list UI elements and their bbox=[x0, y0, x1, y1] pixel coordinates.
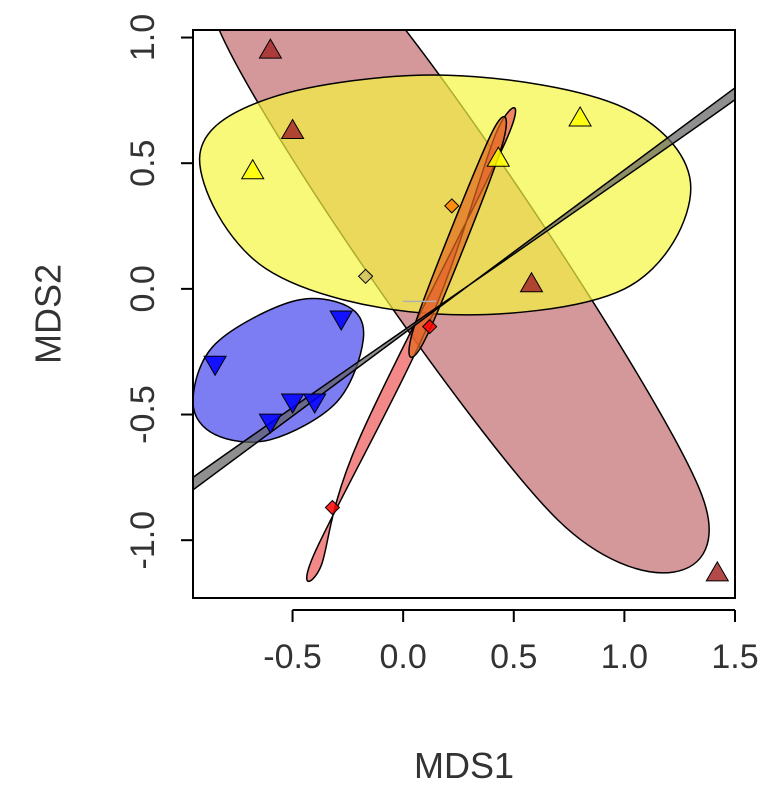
data-point-diamond-5-1 bbox=[357, 268, 374, 285]
y-tick-label: 0.5 bbox=[124, 140, 162, 187]
plot-area bbox=[193, 30, 735, 583]
data-point-triangle-up-2-3 bbox=[568, 106, 592, 127]
y-tick-label: -1.0 bbox=[124, 511, 162, 570]
ellipse-2 bbox=[198, 74, 692, 316]
data-point-diamond-3-2 bbox=[421, 318, 438, 335]
data-point-triangle-down-6-2 bbox=[258, 413, 283, 435]
data-point-triangle-down-6-1 bbox=[203, 355, 227, 377]
ellipse-5 bbox=[193, 297, 365, 443]
x-tick-label: 0.0 bbox=[380, 638, 427, 676]
y-axis: -1.0 -0.5 0.0 0.5 1.0 bbox=[124, 14, 194, 570]
data-point-triangle-up-1-3 bbox=[519, 271, 544, 293]
ellipse-6 bbox=[193, 86, 735, 491]
y-tick-label: 0.0 bbox=[124, 265, 162, 312]
y-axis-title: MDS2 bbox=[28, 264, 69, 364]
data-point-triangle-down-6-5 bbox=[329, 310, 354, 331]
data-point-triangle-up-1-1 bbox=[258, 38, 283, 59]
x-axis-title: MDS1 bbox=[414, 745, 514, 785]
x-tick-label: -0.5 bbox=[263, 638, 322, 676]
y-tick-label: -0.5 bbox=[124, 385, 162, 444]
x-tick-label: 1.5 bbox=[711, 638, 758, 676]
data-point-triangle-down-6-4 bbox=[302, 393, 327, 414]
data-point-diamond-3-1 bbox=[324, 499, 341, 516]
x-tick-label: 0.5 bbox=[490, 638, 537, 676]
data-point-triangle-up-2-2 bbox=[486, 146, 511, 167]
data-point-triangle-up-2-1 bbox=[240, 158, 265, 180]
x-axis: -0.5 0.0 0.5 1.0 1.5 bbox=[263, 609, 759, 676]
data-point-triangle-down-6-3 bbox=[280, 393, 305, 414]
data-point-triangle-up-1-4 bbox=[705, 560, 730, 582]
data-point-diamond-4-1 bbox=[444, 198, 460, 214]
data-point-triangle-up-1-2 bbox=[280, 118, 305, 139]
y-tick-label: 1.0 bbox=[124, 14, 162, 61]
x-tick-label: 1.0 bbox=[601, 638, 648, 676]
